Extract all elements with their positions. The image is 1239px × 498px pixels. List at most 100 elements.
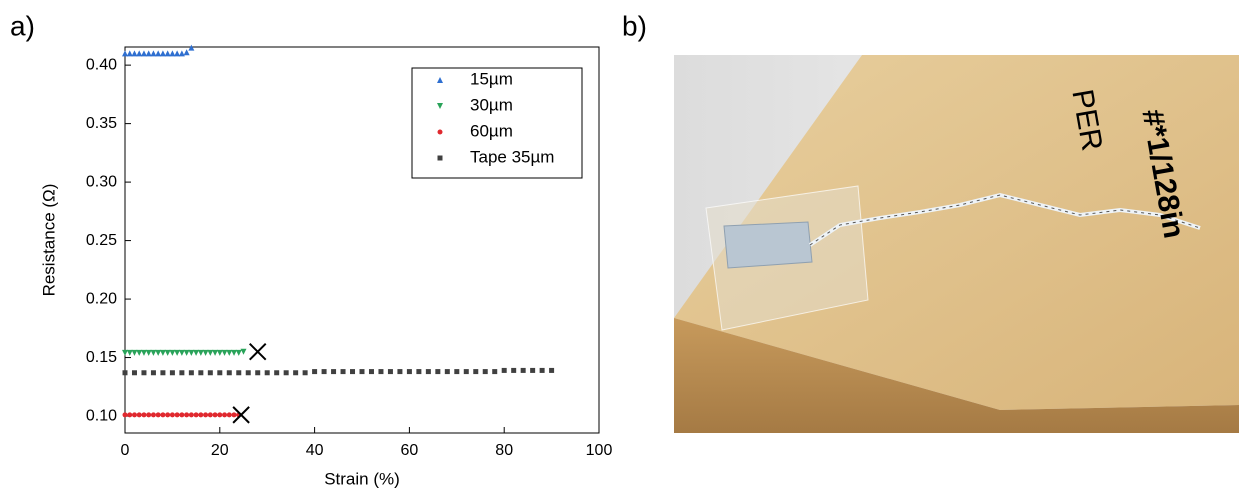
point (397, 369, 403, 375)
point (169, 349, 176, 356)
point (126, 349, 133, 356)
point (150, 50, 157, 57)
point (193, 412, 199, 418)
panel-label: a) (10, 10, 35, 41)
point (164, 349, 171, 356)
point (155, 349, 162, 356)
point (235, 349, 242, 356)
point (359, 369, 365, 375)
point (140, 349, 147, 356)
point (197, 349, 204, 356)
y-axis-label: Resistance (Ω) (39, 184, 58, 297)
point (203, 412, 209, 418)
legend-marker (437, 103, 443, 109)
point (245, 370, 251, 376)
x-tick-label: 60 (401, 442, 419, 459)
point (159, 50, 166, 57)
point (126, 50, 133, 57)
point (165, 412, 171, 418)
point (136, 50, 143, 57)
point (340, 369, 346, 375)
point (150, 370, 156, 376)
point (350, 369, 356, 375)
point (217, 412, 223, 418)
point (188, 349, 195, 356)
point (178, 349, 185, 356)
point (146, 412, 152, 418)
point (378, 369, 384, 375)
point (207, 370, 213, 376)
x-tick-label: 80 (495, 442, 513, 459)
point (131, 349, 138, 356)
point (331, 369, 337, 375)
point (264, 370, 270, 376)
point (179, 412, 185, 418)
point (169, 412, 175, 418)
point (387, 369, 393, 375)
point (155, 50, 162, 57)
point (283, 370, 289, 376)
point (207, 412, 213, 418)
y-tick-label: 0.30 (86, 173, 117, 190)
point (226, 370, 232, 376)
y-tick-label: 0.25 (86, 232, 117, 249)
x-tick-label: 20 (211, 442, 229, 459)
point (549, 367, 555, 373)
point (184, 412, 190, 418)
point (473, 369, 479, 375)
point (406, 369, 412, 375)
point (198, 370, 204, 376)
point (539, 367, 545, 373)
y-tick-label: 0.40 (86, 56, 117, 73)
point (198, 412, 204, 418)
point (530, 367, 536, 373)
point (188, 412, 194, 418)
point (136, 412, 142, 418)
x-tick-label: 40 (306, 442, 324, 459)
point (212, 349, 219, 356)
y-tick-label: 0.20 (86, 290, 117, 307)
point (131, 370, 137, 376)
point (150, 412, 156, 418)
point (212, 412, 218, 418)
point (435, 369, 441, 375)
point (174, 412, 180, 418)
point (178, 50, 185, 57)
point (141, 412, 147, 418)
point (193, 349, 200, 356)
legend-label: 30µm (470, 95, 513, 114)
point (131, 412, 137, 418)
x-tick-label: 100 (586, 442, 613, 459)
legend-marker (437, 77, 443, 83)
point (136, 349, 143, 356)
point (501, 367, 507, 373)
y-tick-label: 0.10 (86, 407, 117, 424)
point (482, 369, 488, 375)
y-tick-label: 0.35 (86, 115, 117, 132)
failure-marker (232, 406, 250, 424)
point (160, 412, 166, 418)
point (202, 349, 209, 356)
x-tick-label: 0 (121, 442, 130, 459)
legend-marker (437, 129, 443, 135)
point (520, 367, 526, 373)
point (312, 369, 318, 375)
point (231, 349, 238, 356)
panel-label: b) (622, 10, 647, 41)
point (217, 370, 223, 376)
legend-label: 15µm (470, 69, 513, 88)
point (122, 370, 128, 376)
point (511, 367, 517, 373)
point (222, 412, 228, 418)
point (150, 349, 157, 356)
point (188, 44, 195, 51)
point (174, 50, 181, 57)
x-axis-label: Strain (%) (324, 469, 400, 488)
photo: PER #*1/128in (674, 55, 1239, 433)
point (183, 49, 190, 56)
point (141, 370, 147, 376)
point (240, 348, 247, 355)
point (169, 50, 176, 57)
